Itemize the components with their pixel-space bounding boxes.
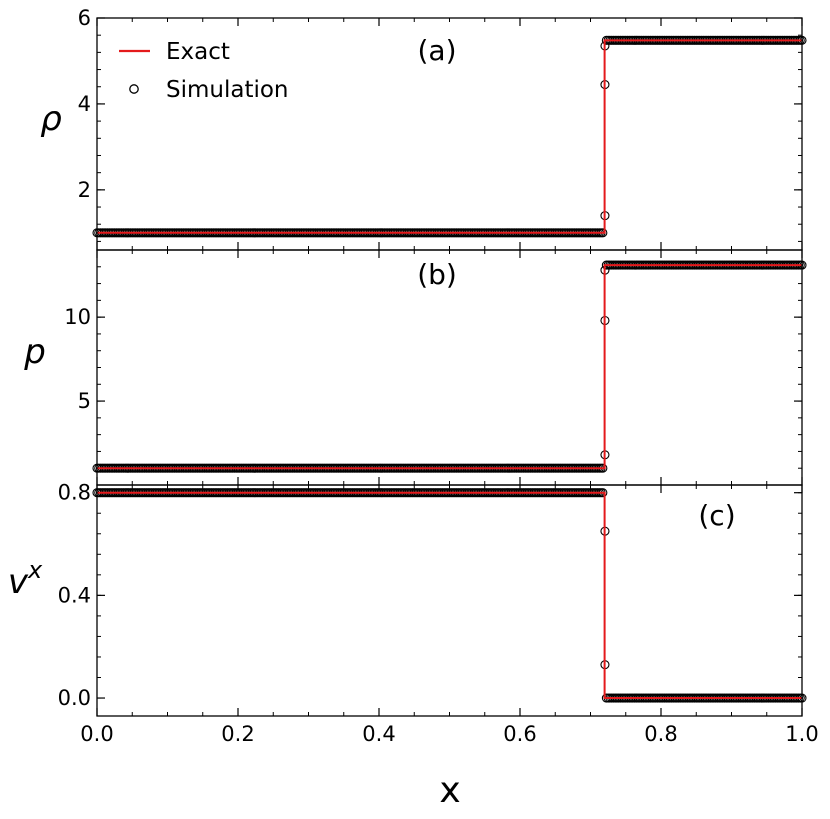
y-tick-label: 6 [78,6,91,30]
panel-label: (c) [698,499,735,532]
x-tick-label: 1.0 [785,722,818,746]
y-tick-label: 0.8 [58,481,91,505]
panel-frame [96,484,803,717]
y-tick-label: 2 [78,178,91,202]
y-axis-label: p [23,332,46,372]
legend-simulation-label: Simulation [166,77,289,103]
panel-label: (a) [417,34,456,67]
panel-a: 2 4 6 (a) ρ [40,6,807,251]
panel-label: (b) [417,258,457,291]
legend-exact-label: Exact [166,39,230,65]
x-tick-label: 0.0 [80,722,113,746]
y-tick-label: 4 [78,92,91,116]
panel-c: 0.0 0.4 0.8 (c) vx [8,481,807,717]
y-tick-label: 0.0 [58,686,91,710]
x-axis: 0.0 0.2 0.4 0.6 0.8 1.0 x [80,722,818,811]
panel-b: 5 10 (b) p [23,249,807,486]
y-tick-label: 10 [64,305,91,329]
x-axis-label: x [439,770,460,811]
exact-solution-line [97,491,802,700]
legend: Exact Simulation [119,39,289,103]
panels: 2 4 6 (a) ρ 5 10 (b) p 0.0 0.4 0.8 (c) vx [8,6,807,717]
y-tick-label: 5 [78,389,91,413]
x-tick-label: 0.4 [362,722,395,746]
y-axis-label: ρ [40,99,62,139]
y-axis-label: vx [8,556,43,602]
exact-solution-line [97,264,802,470]
x-tick-label: 0.6 [503,722,536,746]
exact-solution-line [97,39,802,234]
x-tick-label: 0.8 [644,722,677,746]
x-tick-label: 0.2 [221,722,254,746]
y-tick-label: 0.4 [58,583,91,607]
legend-simulation-marker [129,84,139,94]
